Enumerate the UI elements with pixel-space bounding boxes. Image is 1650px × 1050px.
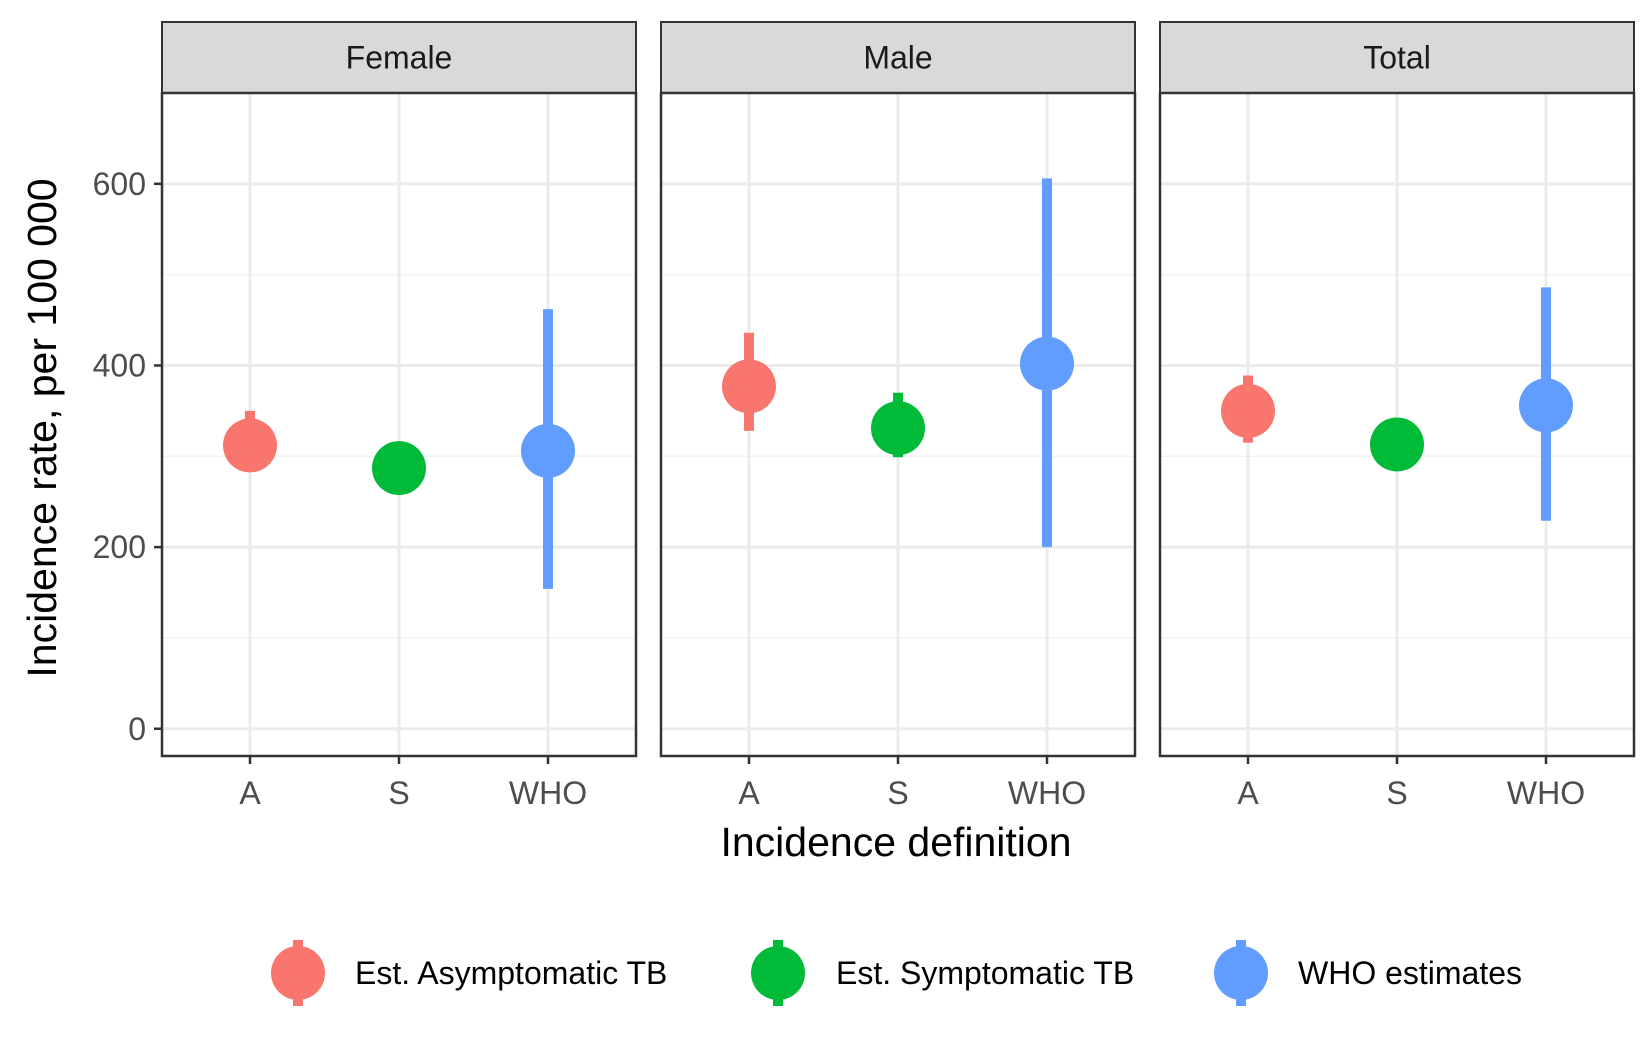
facet-strip-label: Female: [346, 40, 453, 76]
x-tick-label: A: [738, 775, 760, 811]
legend-item-est-symptomatic-tb: Est. Symptomatic TB: [751, 940, 1134, 1006]
y-axis: 0 200 400 600: [93, 166, 162, 747]
y-axis-title: Incidence rate, per 100 000: [19, 178, 65, 677]
y-tick-label: 200: [93, 529, 146, 565]
x-tick-label: S: [1386, 775, 1407, 811]
point-marker: [372, 441, 426, 496]
x-tick-label: WHO: [1507, 775, 1585, 811]
point-marker: [1020, 336, 1074, 391]
legend-item-who-estimates: WHO estimates: [1214, 940, 1522, 1006]
legend-key: [271, 940, 325, 1006]
point-marker: [521, 423, 575, 478]
legend-label: Est. Symptomatic TB: [836, 955, 1134, 991]
data-point-a: [722, 332, 776, 431]
data-point-a: [223, 410, 277, 473]
point-marker: [1221, 383, 1275, 438]
legend-label: WHO estimates: [1298, 955, 1522, 991]
y-tick-label: 400: [93, 347, 146, 383]
facet-panels: Female A S WHO Male A S WHO Total A S WHO: [160, 21, 1636, 811]
data-point-s: [871, 392, 925, 458]
facet-female: Female A S WHO: [160, 21, 638, 811]
x-tick-label: A: [1237, 775, 1259, 811]
x-tick-label: A: [239, 775, 261, 811]
data-point-who: [1020, 178, 1074, 548]
data-point-a: [1221, 375, 1275, 443]
x-tick-label: S: [887, 775, 908, 811]
data-point-who: [1519, 287, 1573, 521]
legend-label: Est. Asymptomatic TB: [355, 955, 667, 991]
legend-item-est-asymptomatic-tb: Est. Asymptomatic TB: [271, 940, 667, 1006]
y-tick-label: 600: [93, 166, 146, 202]
point-marker: [223, 418, 277, 473]
legend-key: [751, 940, 805, 1006]
legend: Est. Asymptomatic TB Est. Symptomatic TB W…: [271, 940, 1522, 1006]
facet-strip: [660, 21, 1136, 94]
facet-strip: [161, 21, 637, 94]
x-axis-title: Incidence definition: [720, 819, 1071, 865]
legend-key-point: [751, 946, 805, 1000]
facet-total: Total A S WHO: [1158, 21, 1636, 811]
y-tick-label: 0: [128, 711, 146, 747]
point-marker: [871, 401, 925, 456]
facet-male: Male A S WHO: [659, 21, 1137, 811]
data-point-s: [372, 441, 426, 496]
x-tick-label: S: [388, 775, 409, 811]
facet-strip: [1159, 21, 1635, 94]
facet-strip-label: Total: [1363, 40, 1431, 76]
data-point-who: [521, 309, 575, 589]
data-point-s: [1370, 417, 1424, 472]
point-marker: [722, 359, 776, 414]
legend-key: [1214, 940, 1268, 1006]
point-marker: [1370, 417, 1424, 472]
legend-key-point: [271, 946, 325, 1000]
legend-key-point: [1214, 946, 1268, 1000]
point-marker: [1519, 378, 1573, 433]
x-tick-label: WHO: [509, 775, 587, 811]
x-tick-label: WHO: [1008, 775, 1086, 811]
facet-strip-label: Male: [863, 40, 932, 76]
